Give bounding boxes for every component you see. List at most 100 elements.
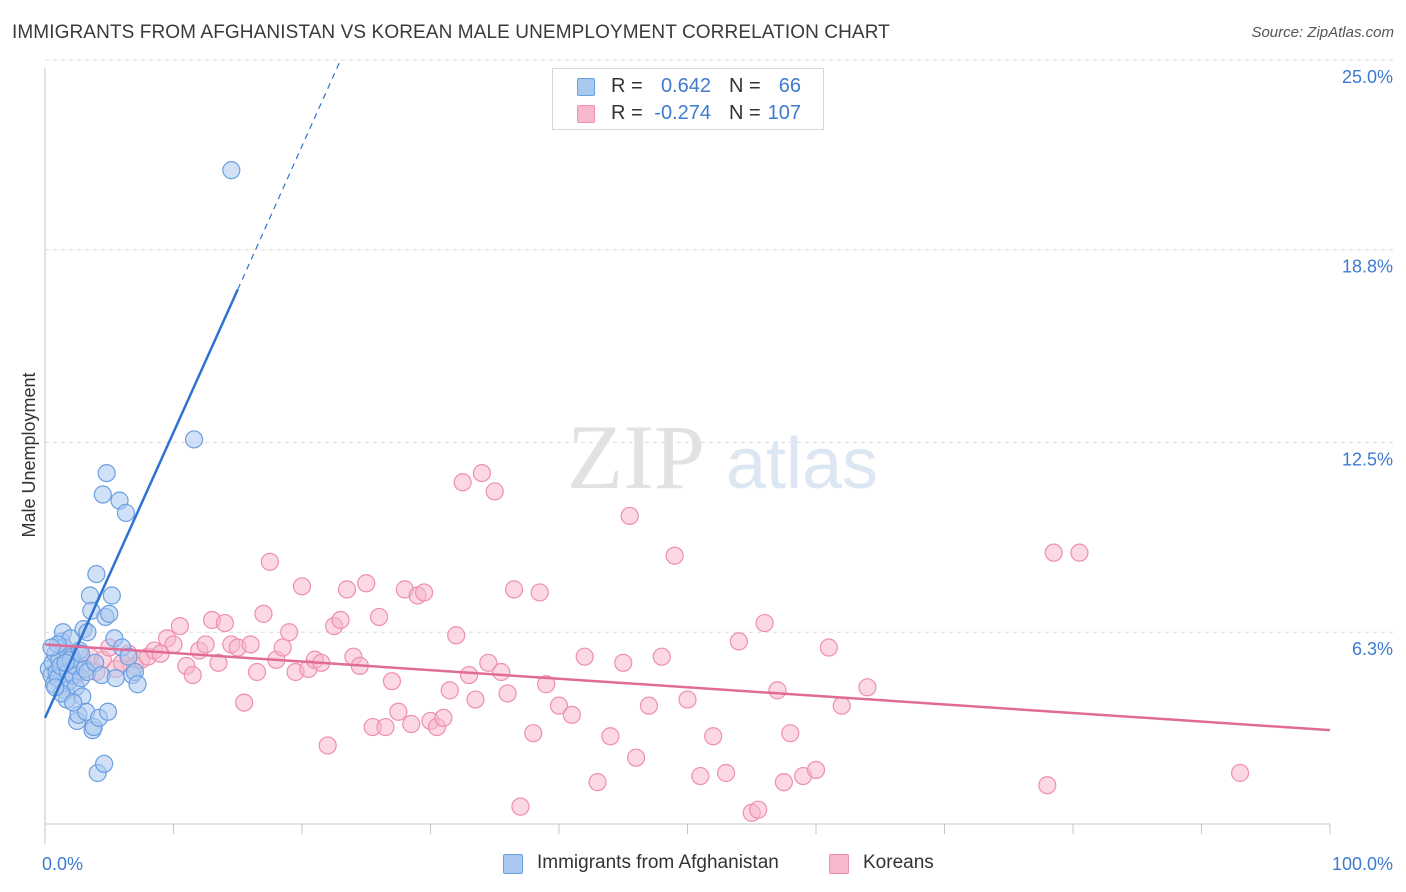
koreans-point (562, 705, 581, 724)
koreans-point (492, 662, 511, 682)
koreans-point (652, 647, 671, 666)
koreans-point (434, 708, 453, 728)
koreans-point (806, 760, 826, 780)
afghanistan-point (97, 464, 116, 483)
koreans-point (781, 724, 800, 743)
koreans-point (530, 583, 549, 602)
koreans-point (241, 635, 260, 654)
afghanistan-point (80, 586, 100, 605)
koreans-point (1038, 776, 1057, 795)
koreans-point (292, 577, 312, 596)
koreans-point (858, 678, 877, 697)
tick-labels: 6.3% 12.5% 18.8% 25.0% 0.0% 100.0% (42, 67, 1393, 874)
y-tick-label: 12.5% (1342, 450, 1393, 470)
koreans-point (382, 672, 402, 691)
afghanistan-point (184, 430, 204, 449)
watermark: ZIP atlas (567, 406, 878, 508)
y-tick-label: 25.0% (1342, 67, 1393, 87)
koreans-point (832, 696, 851, 715)
axes (44, 68, 1331, 844)
stats-row-koreans: R = -0.274 N = 107 (553, 101, 825, 127)
koreans-point (235, 693, 254, 712)
afghanistan-point (119, 647, 138, 666)
chart-title: IMMIGRANTS FROM AFGHANISTAN VS KOREAN MA… (12, 22, 890, 43)
koreans-point (357, 574, 376, 593)
koreans-trend-line (44, 643, 1331, 732)
n-label: N = (729, 75, 761, 97)
koreans-point (273, 638, 292, 657)
koreans-point (440, 681, 459, 700)
afghanistan-point (42, 638, 61, 657)
koreans-point (575, 647, 594, 666)
koreans-point (549, 696, 569, 715)
koreans-point (768, 681, 787, 700)
koreans-point (485, 482, 504, 501)
afghanistan-point (87, 564, 106, 584)
koreans-point (260, 552, 279, 571)
n-value: 107 (767, 102, 801, 124)
stats-row-afghanistan: R = 0.642 N = 66 (553, 74, 825, 100)
koreans-point (626, 748, 646, 767)
koreans-point (665, 546, 684, 565)
koreans-point (1070, 543, 1089, 562)
n-label: N = (729, 102, 761, 124)
koreans-point (170, 616, 190, 636)
koreans-point (601, 727, 620, 746)
legend-label-afghanistan: Immigrants from Afghanistan (537, 852, 779, 873)
koreans-point (459, 665, 479, 685)
r-value: -0.274 (654, 102, 711, 124)
afghanistan-point (102, 586, 121, 605)
watermark-zip: ZIP (567, 406, 705, 508)
koreans-point (691, 766, 710, 786)
koreans-point (215, 613, 234, 633)
watermark-atlas: atlas (726, 424, 878, 504)
koreans-point (337, 580, 357, 599)
koreans-point (280, 623, 299, 642)
afghanistan-point (95, 754, 114, 773)
trend-lines (43, 59, 1331, 732)
koreans-point (209, 653, 228, 672)
koreans-point (447, 626, 466, 645)
koreans-point (716, 763, 736, 783)
afghanistan-point (100, 604, 119, 623)
y-tick-label: 18.8% (1342, 257, 1393, 277)
koreans-point (498, 684, 517, 703)
koreans-point (402, 714, 421, 734)
koreans-point (318, 736, 337, 755)
koreans-point (472, 464, 491, 483)
koreans-point (537, 675, 556, 694)
legend-swatch-afghanistan (503, 854, 523, 874)
koreans-point (453, 473, 472, 492)
koreans-point (466, 690, 485, 709)
afghanistan-point (93, 485, 112, 504)
swatch-afghanistan (577, 78, 595, 96)
r-label: R = (611, 102, 643, 124)
data-points (39, 161, 1250, 822)
legend-label-koreans: Koreans (863, 852, 934, 873)
koreans-point (774, 773, 793, 792)
koreans-point (1230, 763, 1250, 783)
afghanistan-point (106, 669, 125, 688)
koreans-point (678, 690, 697, 709)
source-label: Source: ZipAtlas.com (1251, 24, 1394, 41)
x-tick-label: 0.0% (42, 854, 83, 874)
koreans-point (729, 632, 749, 651)
gridlines (45, 59, 1393, 633)
n-value: 66 (778, 75, 801, 97)
afghanistan-point (222, 161, 241, 180)
r-value: 0.642 (660, 75, 711, 97)
koreans-point (614, 653, 633, 672)
legend-swatch-koreans (829, 854, 849, 874)
koreans-point (164, 635, 183, 654)
koreans-point (524, 724, 543, 743)
series-legend: Immigrants from Afghanistan Koreans (0, 851, 1406, 877)
koreans-point (639, 696, 659, 715)
koreans-point (247, 662, 267, 682)
koreans-point (196, 635, 215, 654)
koreans-point (588, 773, 607, 792)
koreans-point (749, 800, 768, 819)
stats-legend: R = 0.642 N = 66 R = -0.274 N = 107 (552, 68, 824, 130)
r-label: R = (611, 75, 643, 97)
koreans-point (331, 610, 350, 630)
